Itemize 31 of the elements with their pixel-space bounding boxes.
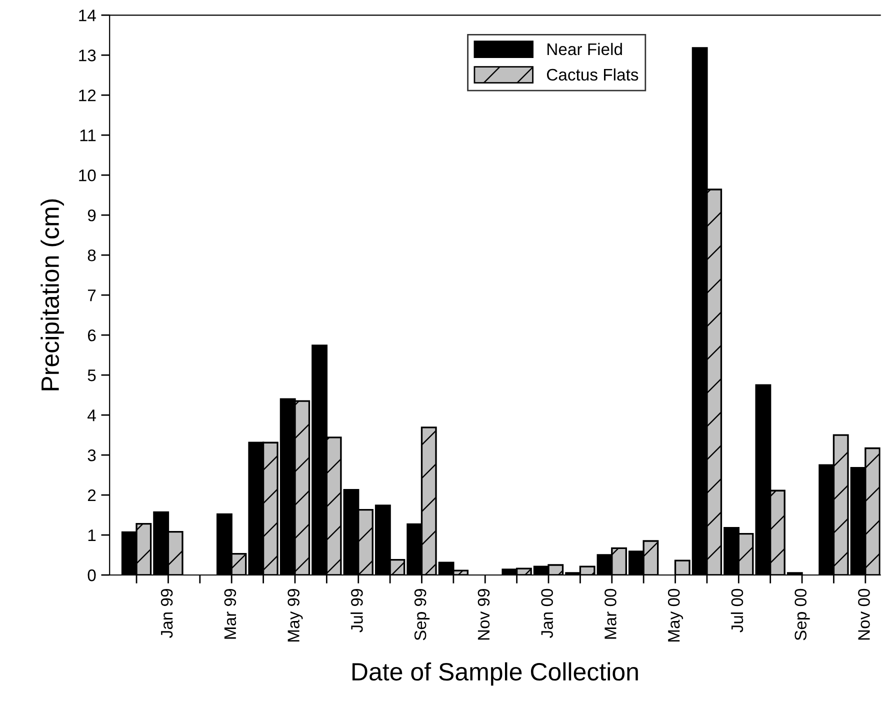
x-tick-label: May 00	[668, 588, 684, 642]
y-tick-label: 2	[88, 489, 96, 502]
x-tick-label: Sep 00	[794, 588, 810, 640]
x-axis-title: Date of Sample Collection	[352, 662, 638, 686]
y-tick-label: 7	[88, 290, 96, 302]
y-tick-label: 11	[80, 130, 96, 142]
y-tick-label: 6	[88, 329, 96, 342]
y-tick-label: 14	[79, 10, 96, 22]
y-tick-label: 4	[88, 410, 96, 422]
x-tick-label: Jan 99	[160, 588, 173, 638]
y-tick-label: 8	[88, 249, 96, 262]
x-tick-label: Mar 00	[604, 588, 616, 639]
y-tick-label: 1	[88, 530, 96, 542]
y-tick-label: 13	[79, 50, 96, 62]
y-tick-label: 9	[88, 209, 96, 222]
x-tick-label: Jul 00	[730, 588, 744, 632]
legend-label: Cactus Flats	[546, 68, 638, 81]
legend-label: Near Field	[548, 42, 622, 56]
x-tick-label: Nov 99	[478, 588, 490, 640]
x-tick-label: Sep 99	[414, 588, 430, 640]
x-tick-label: Jul 99	[350, 588, 363, 632]
y-tick-label: 0	[88, 569, 96, 582]
y-tick-label: 12	[79, 90, 96, 102]
x-tick-label: Jan 00	[541, 588, 553, 638]
y-tick-label: 10	[79, 170, 96, 182]
x-tick-label: Mar 99	[224, 588, 236, 639]
x-tick-label: Nov 00	[858, 588, 870, 640]
y-tick-label: 5	[88, 370, 96, 382]
x-tick-label: May 99	[288, 588, 303, 642]
y-tick-label: 3	[88, 449, 96, 462]
y-axis-title: Precipitation (cm)	[40, 199, 64, 390]
